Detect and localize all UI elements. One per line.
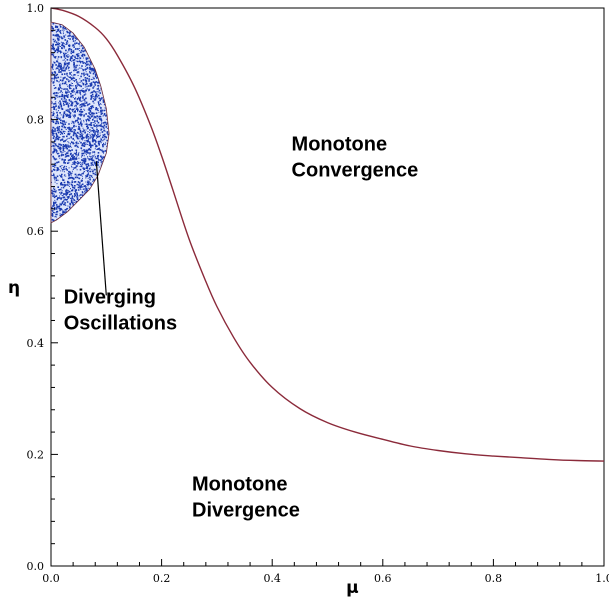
- region-label-line: Divergence: [192, 500, 300, 522]
- y-tick-label: 0.6: [27, 225, 45, 238]
- diverging-oscillations-region: [50, 21, 110, 224]
- plot-border: [50, 7, 605, 567]
- x-tick-label: 0.6: [374, 572, 392, 585]
- region-label: Diverging Oscillations: [64, 287, 177, 335]
- region-label-line: Diverging: [64, 287, 156, 309]
- axis-ticks: 0.0 0.2 0.4 0.6 0.8 1.0 0.0 0.2 0.4 0.6 0.8 1.0: [27, 2, 609, 585]
- y-tick-label: 0.2: [27, 448, 45, 461]
- x-tick-label: 0.0: [42, 572, 60, 585]
- x-tick-label: 0.8: [485, 572, 503, 585]
- region-label-line: Monotone: [192, 474, 288, 496]
- boundary-curve: [50, 7, 605, 462]
- region-label: Monotone Divergence: [192, 474, 300, 522]
- region-speckle: [51, 22, 110, 223]
- x-tick-label: 1.0: [595, 572, 609, 585]
- region-label: Monotone Convergence: [292, 133, 419, 181]
- region-boundary: [50, 21, 110, 224]
- y-axis-label: η: [8, 278, 20, 298]
- x-tick-label: 0.4: [263, 572, 281, 585]
- y-tick-label: 0.8: [27, 114, 45, 127]
- boundary-curve-line: [50, 7, 605, 462]
- y-tick-label: 0.4: [27, 337, 45, 350]
- plot-frame: [50, 7, 605, 567]
- y-tick-label: 0.0: [27, 560, 45, 573]
- region-label-line: Oscillations: [64, 313, 177, 335]
- region-label-line: Monotone: [292, 133, 388, 155]
- y-tick-label: 1.0: [27, 2, 45, 15]
- region-dots: [51, 22, 110, 223]
- annotation-pointer: [95, 161, 107, 296]
- region-label-line: Convergence: [292, 159, 419, 181]
- x-axis-label: μ: [346, 578, 359, 598]
- region-annotations: Monotone Convergence Diverging Oscillations…: [64, 133, 419, 521]
- x-tick-label: 0.2: [153, 572, 171, 585]
